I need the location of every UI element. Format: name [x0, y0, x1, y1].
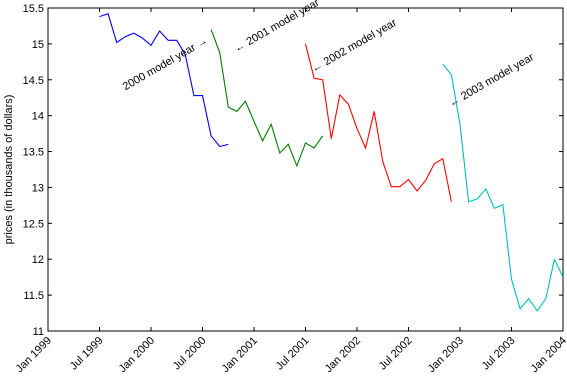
y-tick-label: 15 — [32, 39, 44, 51]
x-tick-label: Jul 2001 — [274, 335, 312, 373]
series-group — [99, 12, 564, 312]
y-tick-label: 11.5 — [23, 290, 44, 302]
plot-area — [47, 7, 564, 332]
y-tick-label: 11 — [33, 326, 44, 338]
y-tick-label: 12 — [32, 254, 44, 266]
series-line-4 — [553, 258, 564, 278]
series-line-3 — [442, 63, 555, 312]
x-tick-label: Jan 2001 — [220, 335, 260, 375]
y-tick-label: 13 — [32, 182, 44, 194]
series-line-2 — [304, 43, 452, 202]
x-tick-label: Jul 2002 — [377, 335, 415, 373]
x-tick-label: Jan 2002 — [323, 335, 363, 375]
annotation-label: ← 2002 model year — [310, 17, 399, 76]
x-tick-label: Jan 2003 — [426, 335, 466, 375]
x-tick-label: Jul 1999 — [68, 335, 106, 373]
y-tick-label: 15.5 — [23, 3, 44, 15]
y-tick-label: 13.5 — [23, 147, 44, 159]
y-axis-label: prices (in thousands of dollars) — [3, 95, 15, 245]
x-tick-label: Jan 2000 — [117, 335, 157, 375]
x-tick-label: Jan 2004 — [529, 335, 567, 375]
y-tick-label: 12.5 — [23, 218, 44, 230]
series-line-0 — [99, 12, 229, 148]
x-tick-label: Jul 2003 — [480, 335, 518, 373]
annotation-label: 2000 model year → — [121, 35, 210, 93]
annotation-label: ← 2003 model year — [447, 51, 536, 110]
x-tick-label: Jul 2000 — [171, 335, 209, 373]
y-tick-label: 14 — [32, 111, 44, 123]
x-tick-label: Jan 1999 — [14, 335, 54, 375]
y-axis: 11 11.5 12 12.5 13 13.5 14 14.5 15 15.5 — [23, 3, 563, 338]
annotations: 2000 model year →← 2001 model year← 2002… — [121, 0, 537, 110]
y-tick-label: 14.5 — [23, 75, 44, 87]
series-line-1 — [210, 29, 324, 168]
